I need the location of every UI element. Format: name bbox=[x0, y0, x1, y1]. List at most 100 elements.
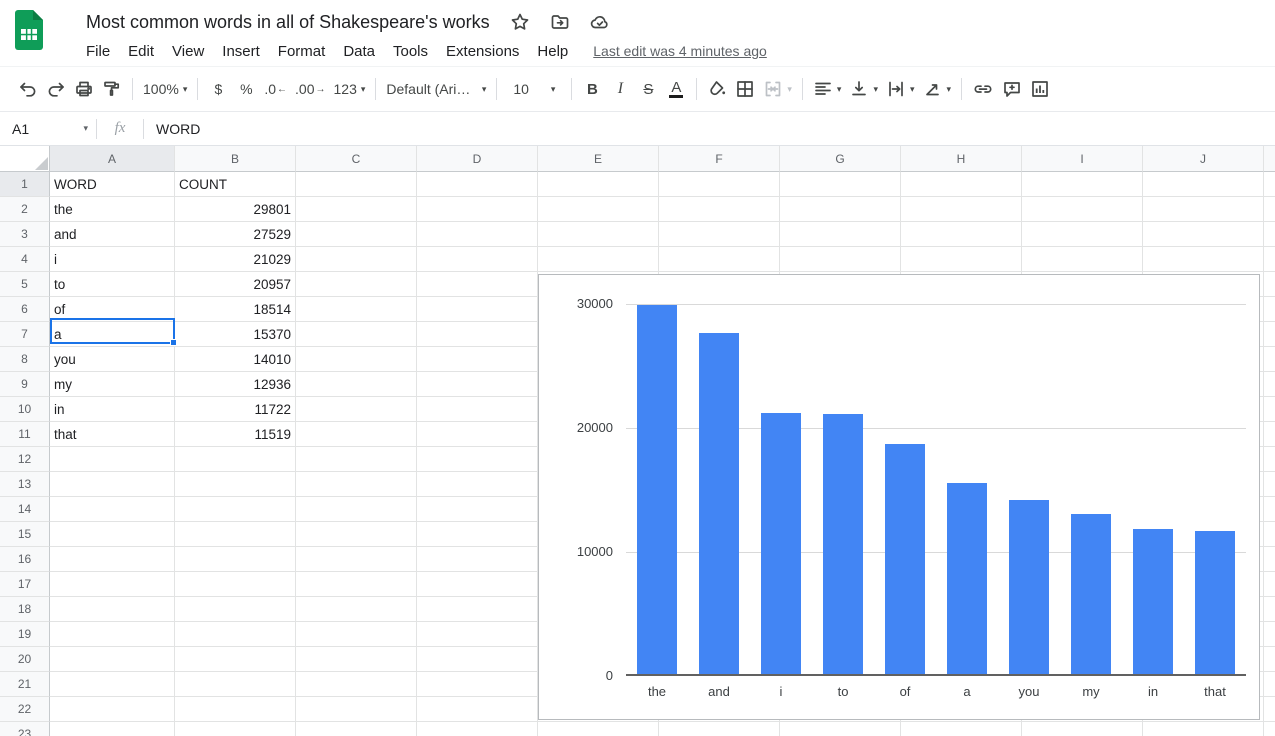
cell-C19[interactable] bbox=[296, 622, 417, 647]
cell-C6[interactable] bbox=[296, 297, 417, 322]
format-percent-button[interactable]: % bbox=[240, 81, 253, 97]
cell-C16[interactable] bbox=[296, 547, 417, 572]
bold-button[interactable]: B bbox=[586, 80, 598, 98]
col-header-F[interactable]: F bbox=[659, 146, 780, 172]
formula-input[interactable]: WORD bbox=[156, 120, 201, 137]
row-header-15[interactable]: 15 bbox=[0, 522, 50, 547]
cell-B21[interactable] bbox=[175, 672, 296, 697]
cell-A13[interactable] bbox=[50, 472, 175, 497]
row-header-2[interactable]: 2 bbox=[0, 197, 50, 222]
cell-D14[interactable] bbox=[417, 497, 538, 522]
cell-B3[interactable]: 27529 bbox=[175, 222, 296, 247]
cell-I23[interactable] bbox=[1022, 722, 1143, 736]
cell-D21[interactable] bbox=[417, 672, 538, 697]
cell-A2[interactable]: the bbox=[50, 197, 175, 222]
cell-C21[interactable] bbox=[296, 672, 417, 697]
cell-A10[interactable]: in bbox=[50, 397, 175, 422]
cell-D7[interactable] bbox=[417, 322, 538, 347]
cell-D19[interactable] bbox=[417, 622, 538, 647]
cell-A22[interactable] bbox=[50, 697, 175, 722]
cell-A15[interactable] bbox=[50, 522, 175, 547]
cell-C7[interactable] bbox=[296, 322, 417, 347]
cell-partial-21[interactable] bbox=[1264, 672, 1275, 697]
cell-A16[interactable] bbox=[50, 547, 175, 572]
cell-C22[interactable] bbox=[296, 697, 417, 722]
cell-A8[interactable]: you bbox=[50, 347, 175, 372]
cell-C23[interactable] bbox=[296, 722, 417, 736]
col-header-E[interactable]: E bbox=[538, 146, 659, 172]
cell-B15[interactable] bbox=[175, 522, 296, 547]
insert-chart-icon[interactable] bbox=[1026, 74, 1054, 104]
cell-D9[interactable] bbox=[417, 372, 538, 397]
cell-D10[interactable] bbox=[417, 397, 538, 422]
row-header-4[interactable]: 4 bbox=[0, 247, 50, 272]
row-header-16[interactable]: 16 bbox=[0, 547, 50, 572]
cell-B13[interactable] bbox=[175, 472, 296, 497]
cell-partial-17[interactable] bbox=[1264, 572, 1275, 597]
cell-partial-5[interactable] bbox=[1264, 272, 1275, 297]
cell-B17[interactable] bbox=[175, 572, 296, 597]
cell-partial-3[interactable] bbox=[1264, 222, 1275, 247]
cell-I2[interactable] bbox=[1022, 197, 1143, 222]
chart-bar-my[interactable] bbox=[1071, 513, 1111, 674]
cell-partial-10[interactable] bbox=[1264, 397, 1275, 422]
strikethrough-button[interactable]: S bbox=[643, 80, 654, 98]
cell-B14[interactable] bbox=[175, 497, 296, 522]
cell-B16[interactable] bbox=[175, 547, 296, 572]
cell-D5[interactable] bbox=[417, 272, 538, 297]
font-select[interactable]: Default (Ari… ▾ bbox=[386, 81, 487, 97]
cell-C14[interactable] bbox=[296, 497, 417, 522]
cell-E3[interactable] bbox=[538, 222, 659, 247]
cell-A7[interactable]: a bbox=[50, 322, 175, 347]
fill-color-icon[interactable] bbox=[703, 74, 731, 104]
cell-A21[interactable] bbox=[50, 672, 175, 697]
col-header-partial[interactable] bbox=[1264, 146, 1275, 172]
cell-H2[interactable] bbox=[901, 197, 1022, 222]
cell-A3[interactable]: and bbox=[50, 222, 175, 247]
menu-view[interactable]: View bbox=[172, 42, 205, 60]
cell-A4[interactable]: i bbox=[50, 247, 175, 272]
row-header-21[interactable]: 21 bbox=[0, 672, 50, 697]
cell-partial-13[interactable] bbox=[1264, 472, 1275, 497]
cell-H3[interactable] bbox=[901, 222, 1022, 247]
cell-G1[interactable] bbox=[780, 172, 901, 197]
row-header-10[interactable]: 10 bbox=[0, 397, 50, 422]
star-icon[interactable] bbox=[508, 10, 532, 34]
row-header-7[interactable]: 7 bbox=[0, 322, 50, 347]
cell-G23[interactable] bbox=[780, 722, 901, 736]
chart-bar-in[interactable] bbox=[1133, 528, 1173, 674]
cell-B6[interactable]: 18514 bbox=[175, 297, 296, 322]
cell-D2[interactable] bbox=[417, 197, 538, 222]
col-header-A[interactable]: A bbox=[50, 146, 175, 172]
cell-H1[interactable] bbox=[901, 172, 1022, 197]
cell-J23[interactable] bbox=[1143, 722, 1264, 736]
chart-bar-you[interactable] bbox=[1009, 500, 1049, 674]
menu-insert[interactable]: Insert bbox=[222, 42, 260, 60]
cell-D8[interactable] bbox=[417, 347, 538, 372]
cell-A5[interactable]: to bbox=[50, 272, 175, 297]
cell-E23[interactable] bbox=[538, 722, 659, 736]
zoom-select[interactable]: 100% ▾ bbox=[143, 81, 188, 97]
chart-bar-and[interactable] bbox=[699, 332, 739, 674]
cell-D15[interactable] bbox=[417, 522, 538, 547]
row-header-23[interactable]: 23 bbox=[0, 722, 50, 736]
cell-C9[interactable] bbox=[296, 372, 417, 397]
cell-B22[interactable] bbox=[175, 697, 296, 722]
cell-partial-22[interactable] bbox=[1264, 697, 1275, 722]
paint-format-icon[interactable] bbox=[98, 74, 126, 104]
cell-D13[interactable] bbox=[417, 472, 538, 497]
row-header-8[interactable]: 8 bbox=[0, 347, 50, 372]
cell-J1[interactable] bbox=[1143, 172, 1264, 197]
chart-bar-of[interactable] bbox=[885, 444, 925, 674]
cell-D18[interactable] bbox=[417, 597, 538, 622]
row-header-6[interactable]: 6 bbox=[0, 297, 50, 322]
cell-B7[interactable]: 15370 bbox=[175, 322, 296, 347]
col-header-D[interactable]: D bbox=[417, 146, 538, 172]
cell-E2[interactable] bbox=[538, 197, 659, 222]
menu-help[interactable]: Help bbox=[537, 42, 569, 60]
menu-extensions[interactable]: Extensions bbox=[446, 42, 520, 60]
cell-partial-7[interactable] bbox=[1264, 322, 1275, 347]
cell-B9[interactable]: 12936 bbox=[175, 372, 296, 397]
page-title[interactable]: Most common words in all of Shakespeare'… bbox=[86, 11, 490, 32]
print-icon[interactable] bbox=[70, 74, 98, 104]
